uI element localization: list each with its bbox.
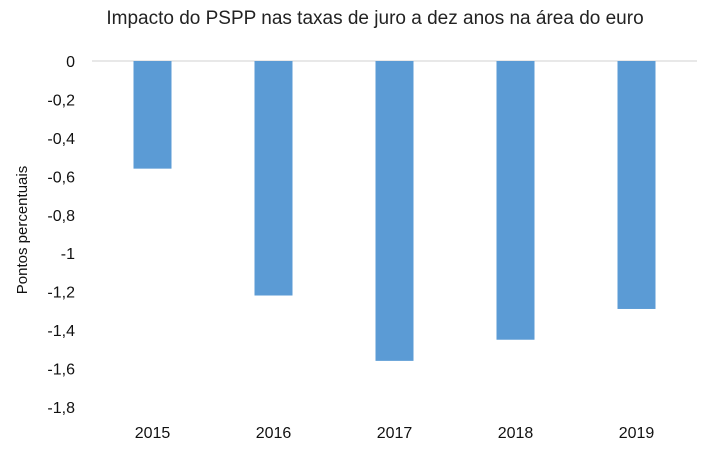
y-tick-label: -1,8 xyxy=(47,400,75,417)
y-axis-ticks: 0 -0,2 -0,4 -0,6 -0,8 -1 -1,2 -1,4 -1,6 -1,8 xyxy=(47,54,75,417)
y-tick-label: -1,2 xyxy=(47,285,75,302)
y-tick-label: -0,2 xyxy=(47,92,75,109)
y-tick-label: -1,6 xyxy=(47,362,75,379)
bar-2016 xyxy=(254,61,293,296)
y-tick-label: -0,8 xyxy=(47,208,75,225)
bar-2015 xyxy=(133,61,172,169)
x-tick-label: 2019 xyxy=(619,425,655,442)
y-axis-title: Pontos percentuais xyxy=(14,166,31,294)
chart-title: Impacto do PSPP nas taxas de juro a dez … xyxy=(106,8,643,29)
bars xyxy=(133,61,656,361)
x-tick-label: 2015 xyxy=(135,425,171,442)
y-tick-label: 0 xyxy=(66,54,75,71)
x-tick-label: 2017 xyxy=(377,425,413,442)
y-tick-label: -1 xyxy=(61,246,75,263)
y-tick-label: -0,6 xyxy=(47,169,75,186)
x-axis-ticks: 2015 2016 2017 2018 2019 xyxy=(135,425,655,442)
y-tick-label: -0,4 xyxy=(47,131,75,148)
bar-2019 xyxy=(617,61,656,309)
bar-2018 xyxy=(496,61,535,340)
x-tick-label: 2016 xyxy=(256,425,292,442)
y-tick-label: -1,4 xyxy=(47,323,75,340)
bar-2017 xyxy=(375,61,414,361)
x-tick-label: 2018 xyxy=(498,425,534,442)
